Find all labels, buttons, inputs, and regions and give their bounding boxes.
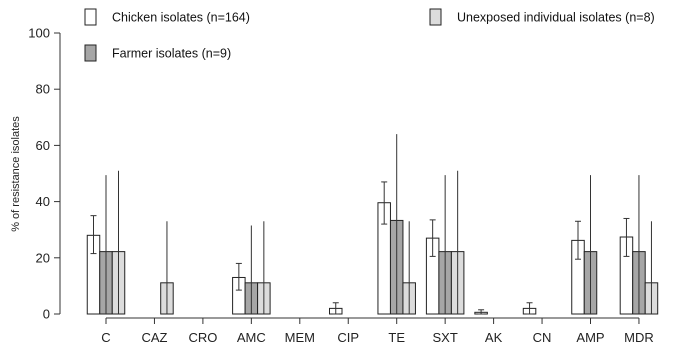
legend-swatch-2 [84,44,97,62]
y-axis-title: % of resistance isolates [10,116,22,232]
x-tick-label-c: C [101,330,110,345]
legend-label-3: Unexposed individual isolates (n=8) [457,11,655,25]
y-tick-label: 80 [36,82,50,97]
x-tick-label-mdr: MDR [624,330,654,345]
legend-swatch-1 [84,8,97,26]
y-tick-label: 60 [36,138,50,153]
legend-swatch-3 [429,8,442,26]
bars [86,202,659,315]
x-tick-label-sxt: SXT [433,330,458,345]
y-tick-label: 20 [36,250,50,265]
y-tick-label: 0 [43,307,50,322]
x-tick-label-amc: AMC [237,330,266,345]
legend-label-2: Farmer isolates (n=9) [112,47,231,61]
x-tick-label-mem: MEM [285,330,315,345]
x-tick-label-te: TE [388,330,405,345]
x-tick-label-cn: CN [533,330,552,345]
x-tick-label-amp: AMP [576,330,604,345]
legend: Chicken isolates (n=164) Farmer isolates … [84,8,655,62]
x-tick-label-ak: AK [485,330,503,345]
axes: 0 20 40 60 80 100 C CAZ CRO AMC MEM CIP TE SXT AK CN AMP… [28,26,653,345]
x-tick-label-caz: CAZ [141,330,167,345]
legend-label-1: Chicken isolates (n=164) [112,11,250,25]
x-tick-label-cro: CRO [188,330,217,345]
error-bars [90,134,652,315]
y-tick-label: 40 [36,194,50,209]
x-tick-label-cip: CIP [337,330,359,345]
y-tick-label: 100 [28,26,50,41]
